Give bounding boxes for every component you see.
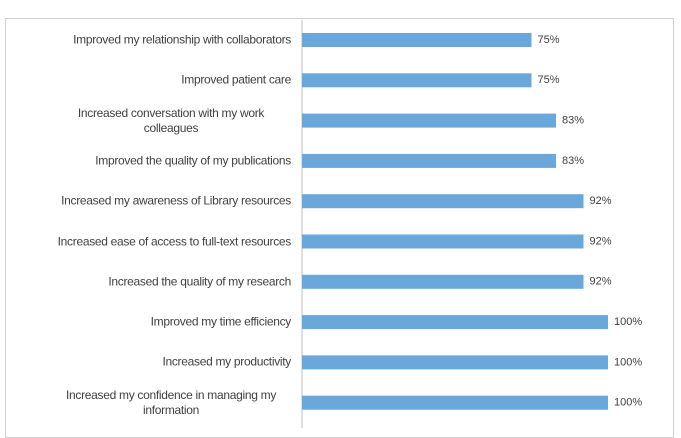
category-label: Improved patient care [181,72,291,87]
bar [302,395,608,410]
value-label: 100% [614,356,642,368]
category-label: Improved the quality of my publications [95,153,291,168]
category-label: Increased ease of access to full-text re… [57,234,292,248]
value-label: 100% [614,397,642,409]
value-label: 75% [538,34,560,46]
chart: 75% 75% 83% 83% 92% 92% 92% 100% 100% 100% [301,20,642,428]
bar [302,33,532,47]
category-label: Increased my confidence in managing my i… [65,387,277,417]
value-label: 92% [590,276,612,288]
value-label: 83% [562,155,584,167]
value-label: 92% [590,195,612,207]
bar [302,315,608,330]
category-label: Increased my productivity [162,354,291,369]
category-label: Improved my relationship with collaborat… [73,32,291,47]
category-label: Improved my time efficiency [150,314,292,329]
bar [302,113,556,128]
bar [302,153,556,168]
bar [302,234,584,249]
bar [302,274,584,289]
value-label: 100% [614,316,642,328]
category-label: Increased conversation with my work coll… [77,105,265,135]
category-label: Increased my awareness of Library resour… [61,193,291,208]
page: 75%75%83%83%92%92%92%100%100%100% (() =>… [5,18,674,438]
value-label: 92% [590,235,612,247]
bar [302,355,608,370]
bar [302,194,584,209]
value-label: 83% [562,115,584,127]
bar [302,73,532,88]
category-label: Increased the quality of my research [108,274,291,289]
value-label: 75% [538,74,560,86]
